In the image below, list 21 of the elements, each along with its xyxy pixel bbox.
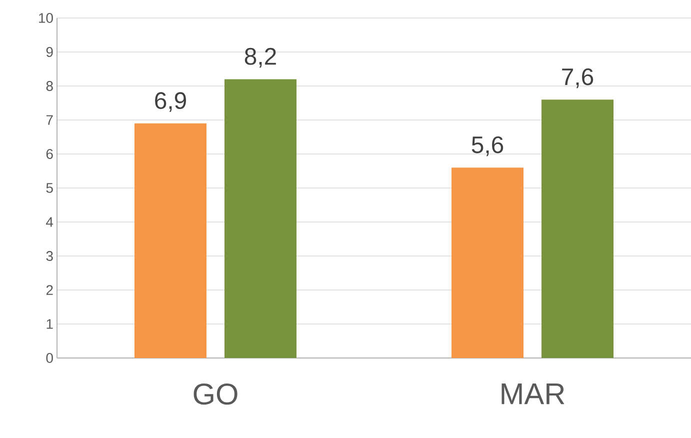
y-tick-label: 9 [46,47,53,57]
y-tick-label: 2 [46,285,53,295]
y-tick-label: 6 [46,149,53,159]
y-tick-label: 3 [46,251,53,261]
data-label: 8,2 [244,48,276,68]
y-tick-label: 10 [39,13,53,23]
y-tick-label: 4 [46,217,54,227]
bar [134,123,206,358]
y-tick-label: 8 [46,81,53,91]
y-tick-label: 5 [46,183,53,193]
bar [224,79,297,358]
data-label: 5,6 [472,136,504,156]
bar [542,100,614,358]
x-tick-label: MAR [502,384,564,404]
y-tick-label: 0 [46,353,53,363]
data-label: 7,6 [562,68,594,88]
y-tick-label: 1 [46,319,53,329]
y-tick-label: 7 [46,115,53,125]
data-label: 6,9 [155,92,186,112]
x-tick-label: GO [194,384,238,405]
bar [452,168,524,358]
